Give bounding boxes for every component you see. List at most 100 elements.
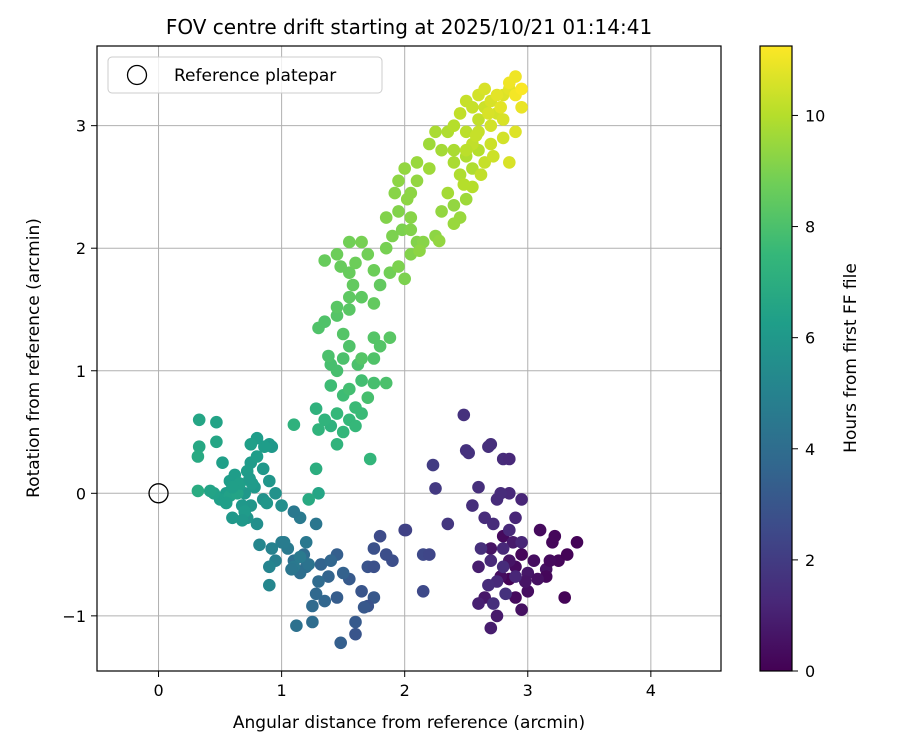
data-point [379,211,393,224]
data-point [509,511,522,525]
data-point [472,480,485,494]
data-point [484,621,498,635]
data-point [349,615,362,629]
data-point [226,511,239,525]
data-point [560,548,574,561]
data-point [503,76,516,90]
data-point [367,352,381,365]
colorbar: 0 2 4 6 8 10 Hours from first FF file [759,45,861,681]
data-point [429,125,442,139]
data-point [355,407,368,420]
data-point [515,101,528,114]
data-point [256,462,270,476]
data-point [336,352,350,365]
data-point [453,107,467,120]
data-point [330,248,344,261]
legend-marker-icon [126,64,148,86]
data-point [263,560,276,574]
data-point [410,156,424,169]
y-tick-label: −1 [62,607,86,626]
data-point [416,585,430,598]
data-point [398,272,412,286]
data-point [482,107,495,120]
data-point [330,438,344,451]
data-point [548,529,562,543]
data-point [459,143,473,157]
data-point [482,578,495,592]
data-point [349,627,362,641]
data-point [258,440,271,454]
data-point [355,585,368,598]
data-point [484,119,498,132]
colorbar-tick-label: 0 [805,662,815,681]
data-point [487,597,500,610]
data-point [558,591,571,604]
data-point [482,440,495,454]
x-axis: 0 1 2 3 4 [153,671,656,700]
data-point [503,523,516,537]
data-point [469,129,483,142]
data-point [287,505,301,518]
data-point [484,137,498,151]
data-point [290,619,303,632]
data-point [260,496,274,510]
reference-marker-layer [148,483,169,504]
data-point [363,452,377,466]
data-point [423,162,436,175]
data-point [312,575,325,588]
data-point [306,615,319,629]
data-point [322,349,335,363]
data-point [367,264,381,277]
colorbar-ticks: 0 2 4 6 8 10 [792,106,825,681]
data-point [474,168,488,181]
data-point [322,570,335,583]
x-tick-label: 2 [400,681,410,700]
data-point [386,229,399,243]
data-point [515,493,528,506]
data-point [499,587,512,601]
data-point [285,563,298,576]
data-point [413,244,426,257]
data-point [346,278,360,292]
data-point [265,542,279,555]
data-point [404,211,418,224]
data-point [509,591,522,604]
data-point [533,523,547,537]
colorbar-tick-label: 8 [805,218,815,237]
data-point [531,572,544,586]
data-point [226,480,239,494]
data-point [334,260,348,273]
colorbar-tick-label: 10 [805,106,825,125]
data-point [373,529,387,543]
data-point [435,143,448,157]
data-point [318,594,332,608]
data-point [503,156,516,169]
data-point [343,235,356,249]
data-point [487,150,500,163]
data-point [521,585,535,598]
data-point [309,462,323,476]
data-point [269,487,282,500]
data-point [494,487,508,500]
data-point [355,352,368,365]
data-point [312,487,325,500]
data-point [515,536,528,549]
colorbar-tick-label: 2 [805,551,815,570]
data-point [457,178,471,191]
data-point [441,186,455,200]
colorbar-tick-label: 4 [805,440,815,459]
data-point [462,446,476,460]
data-point [496,113,510,126]
data-point [490,609,504,623]
y-tick-label: 0 [76,484,86,503]
data-point [355,235,368,249]
data-point [484,542,498,555]
data-point [379,376,393,390]
data-point [312,321,325,335]
data-point [466,499,479,512]
data-point [392,260,405,273]
data-point [515,82,528,96]
y-axis: −1 0 1 2 3 [62,117,97,626]
data-point [453,168,467,181]
data-point [309,517,323,531]
